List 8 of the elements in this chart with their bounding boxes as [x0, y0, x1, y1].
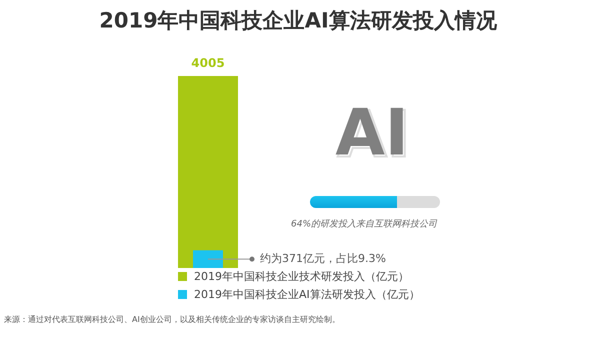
text: AI: [335, 96, 409, 171]
data-label: 约为371亿元，占比9.3%: [260, 252, 386, 265]
legend-label: 2019年中国科技企业技术研发投入（亿元）: [194, 270, 409, 283]
legend-label: 2019年中国科技企业AI算法研发投入（亿元）: [194, 288, 420, 301]
annotation: 64%的研发投入来自互联网科技公司: [290, 218, 438, 230]
chart-title: 2019年中国科技企业AI算法研发投入情况: [99, 8, 498, 32]
source-note: 来源：通过对代表互联网科技公司、AI创业公司，以及相关传统企业的专家访谈自主研究绘制。: [4, 315, 340, 324]
data-label: 4005: [191, 56, 225, 70]
